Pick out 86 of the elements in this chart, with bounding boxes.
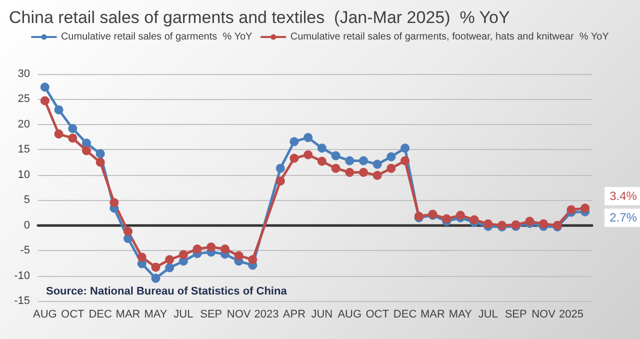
x-tick-label: DEC (88, 308, 112, 320)
point (290, 154, 299, 163)
legend-label: Cumulative retail sales of garments % YoY (60, 32, 252, 42)
point (386, 164, 396, 173)
y-tick-label: -5 (20, 244, 30, 257)
legend-label: Cumulative retail sales of garments, footwear, hats and knitwear % YoY (290, 32, 610, 42)
x-tick-label: MAR (420, 308, 445, 320)
y-tick-label: 25 (18, 93, 30, 106)
point (331, 164, 340, 173)
x-tick-label: DEC (393, 308, 417, 320)
x-tick-label: MAR (116, 308, 140, 320)
point (386, 152, 396, 162)
x-tick-label: NOV (226, 308, 252, 320)
data-label: 3.4% (610, 189, 638, 204)
data-label: 2.7% (610, 210, 638, 225)
point (456, 210, 465, 220)
point (304, 133, 313, 142)
point (96, 149, 105, 158)
point (331, 151, 340, 160)
x-tick-label: NOV (532, 308, 556, 320)
point (290, 137, 299, 146)
x-tick-label: AUG (338, 308, 362, 320)
point (206, 242, 216, 252)
point (580, 204, 590, 213)
point (220, 244, 230, 254)
point (54, 105, 64, 114)
y-tick-label: -10 (14, 270, 30, 282)
x-tick-label: AUG (33, 308, 57, 320)
point (68, 124, 78, 133)
point (192, 244, 202, 254)
point (68, 134, 78, 143)
point (96, 158, 105, 167)
point (165, 263, 174, 272)
x-tick-label: JUL (174, 308, 194, 320)
point (40, 82, 50, 92)
x-tick-label: JUL (478, 308, 498, 320)
point (372, 170, 382, 180)
point (400, 144, 410, 153)
point (40, 96, 50, 106)
y-tick-label: 0 (24, 219, 30, 232)
chart-title: China retail sales of garments and textiles (Jan-Mar 2025) % YoY (9, 8, 510, 27)
y-tick-label: 20 (18, 118, 30, 130)
point (442, 214, 452, 224)
annotation: Source: National Bureau of Statistics of China (46, 286, 288, 298)
x-tick-label: JUN (311, 308, 333, 320)
point (566, 205, 576, 214)
point (539, 219, 548, 228)
x-tick-label: SEP (504, 308, 527, 320)
point (110, 198, 119, 208)
x-tick-label: OCT (61, 308, 85, 320)
point (82, 138, 91, 148)
point (124, 226, 133, 236)
y-tick-label: -15 (14, 295, 30, 307)
point (137, 252, 146, 262)
point (345, 168, 354, 177)
y-tick-label: 30 (18, 68, 30, 80)
x-tick-label: OCT (366, 308, 390, 320)
y-tick-label: 10 (18, 168, 30, 181)
y-tick-label: 5 (24, 194, 30, 206)
point (54, 130, 64, 139)
point (178, 250, 188, 260)
x-tick-label: MAY (144, 308, 168, 320)
point (165, 255, 174, 264)
point (484, 219, 493, 228)
x-tick-label: SEP (200, 308, 222, 320)
point (372, 160, 382, 169)
x-tick-label: APR (282, 308, 306, 320)
point (345, 156, 354, 166)
point (234, 251, 244, 260)
x-tick-label: MAY (448, 308, 473, 320)
x-tick-label: 2025 (558, 308, 584, 320)
point (248, 255, 258, 264)
point (151, 274, 160, 283)
x-tick-label: 2023 (254, 308, 279, 320)
point (358, 168, 368, 177)
point (276, 164, 285, 173)
point (470, 215, 479, 224)
point (82, 146, 91, 156)
y-tick-label: 15 (18, 144, 30, 156)
point (358, 156, 368, 166)
point (317, 156, 326, 166)
point (276, 176, 285, 186)
point (317, 144, 326, 153)
point (304, 150, 313, 160)
point (151, 262, 160, 272)
point (400, 156, 410, 166)
